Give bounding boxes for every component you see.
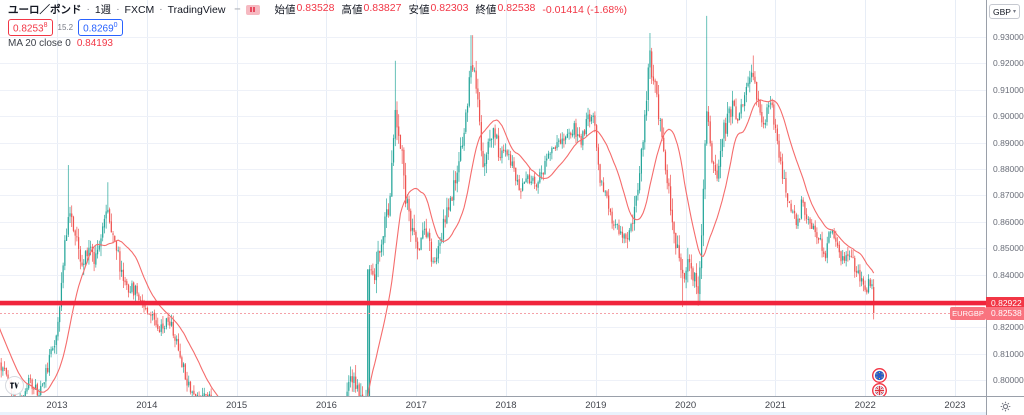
open-label: 始値 <box>274 4 296 16</box>
symbol-title[interactable]: ユーロ／ポンド <box>8 4 82 16</box>
price-axis-label: 0.92000 <box>993 58 1024 69</box>
time-axis-label: 2017 <box>405 400 427 411</box>
open-value: 0.83528 <box>296 2 335 14</box>
tradingview-logo-icon <box>10 382 19 389</box>
currency-selector-button[interactable]: GBP ▾ <box>989 4 1020 19</box>
time-axis-label: 2014 <box>136 400 158 411</box>
bottom-strip <box>0 412 1024 415</box>
price-axis-label: 0.90000 <box>993 111 1024 122</box>
horizontal-line-price-label[interactable]: 0.82922 <box>986 296 1024 310</box>
low-value: 0.82303 <box>430 2 469 14</box>
legend-title-row: ユーロ／ポンド · 1週 · FXCM · TradingView – 始値 0.… <box>8 2 628 17</box>
price-axis-label: 0.93000 <box>993 32 1024 42</box>
ohlc-readout: 始値 0.83528 高値 0.83827 安値 0.82303 終値 0.82538 … <box>275 2 628 17</box>
bid-button[interactable]: 0.82538 <box>8 18 53 37</box>
price-axis[interactable]: 0.93000 0.92000 0.91000 0.90000 0.89000 0.880… <box>986 0 1024 397</box>
separator: · <box>159 4 163 15</box>
ask-button[interactable]: 0.82690 <box>78 18 123 37</box>
high-label: 高値 <box>341 4 363 16</box>
current-price-symbol-tag: EURGBP <box>950 306 986 320</box>
bid-ask-row: 0.82538 15.2 0.82690 <box>8 18 627 37</box>
spread-value: 15.2 <box>57 23 74 32</box>
time-axis-label: 2016 <box>315 400 337 411</box>
current-price-label: 0.82538 <box>986 306 1024 320</box>
chevron-down-icon: ▾ <box>1012 8 1016 15</box>
platform-label[interactable]: TradingView <box>167 3 226 16</box>
time-axis-label: 2015 <box>226 400 248 411</box>
bid-sup-digit: 8 <box>43 21 48 29</box>
interval-label[interactable]: 1週 <box>94 4 112 16</box>
time-axis-label: 2023 <box>944 400 966 411</box>
low-label: 安値 <box>408 4 430 16</box>
price-axis-label: 0.89000 <box>993 137 1024 148</box>
tradingview-logo-watermark[interactable] <box>5 376 24 395</box>
close-value: 0.82538 <box>497 2 536 14</box>
candlestick-chart-canvas[interactable] <box>0 0 986 396</box>
ma-indicator-label: MA 20 close 0 <box>8 38 71 49</box>
time-axis-label: 2022 <box>854 400 876 411</box>
chart-legend: ユーロ／ポンド · 1週 · FXCM · TradingView – 始値 0.… <box>8 2 628 49</box>
eu-flag-marker-icon[interactable] <box>871 367 888 384</box>
legend-candle-icon[interactable] <box>245 4 260 15</box>
price-axis-label: 0.85000 <box>993 243 1024 254</box>
separator: · <box>116 4 120 15</box>
currency-label: GBP <box>993 6 1011 17</box>
time-axis-label: 2021 <box>764 400 786 411</box>
legend-minus-icon[interactable]: – <box>234 3 241 15</box>
price-axis-label: 0.91000 <box>993 84 1024 95</box>
price-axis-label: 0.87000 <box>993 190 1024 201</box>
axis-corner <box>986 396 1024 415</box>
price-axis-label: 0.84000 <box>993 269 1024 280</box>
time-axis-label: 2020 <box>675 400 697 411</box>
price-axis-label: 0.88000 <box>993 164 1024 174</box>
ask-value: 0.8269 <box>83 23 114 35</box>
change-value: -0.01414 (-1.68%) <box>542 3 628 16</box>
bid-value: 0.8253 <box>13 23 44 35</box>
ma-indicator-value: 0.84193 <box>76 38 113 49</box>
price-axis-label: 0.81000 <box>993 348 1024 359</box>
ask-sup-digit: 0 <box>113 21 118 29</box>
gb-flag-marker-icon[interactable] <box>871 382 888 399</box>
settings-gear-icon[interactable] <box>1000 401 1011 412</box>
price-axis-label: 0.86000 <box>993 216 1024 227</box>
price-axis-label: 0.82000 <box>993 322 1024 333</box>
high-value: 0.83827 <box>363 2 402 14</box>
exchange-label: FXCM <box>124 3 155 16</box>
close-label: 終値 <box>475 4 497 16</box>
time-axis[interactable]: 2013 2014 2015 2016 2017 2018 2019 2020 2021 2022… <box>0 396 1024 415</box>
ma-indicator-row[interactable]: MA 20 close 0 0.84193 <box>8 38 627 49</box>
time-axis-label: 2013 <box>46 400 68 411</box>
separator: · <box>86 4 90 15</box>
time-axis-label: 2018 <box>495 400 517 411</box>
price-axis-label: 0.80000 <box>993 375 1024 386</box>
time-axis-label: 2019 <box>585 400 607 411</box>
